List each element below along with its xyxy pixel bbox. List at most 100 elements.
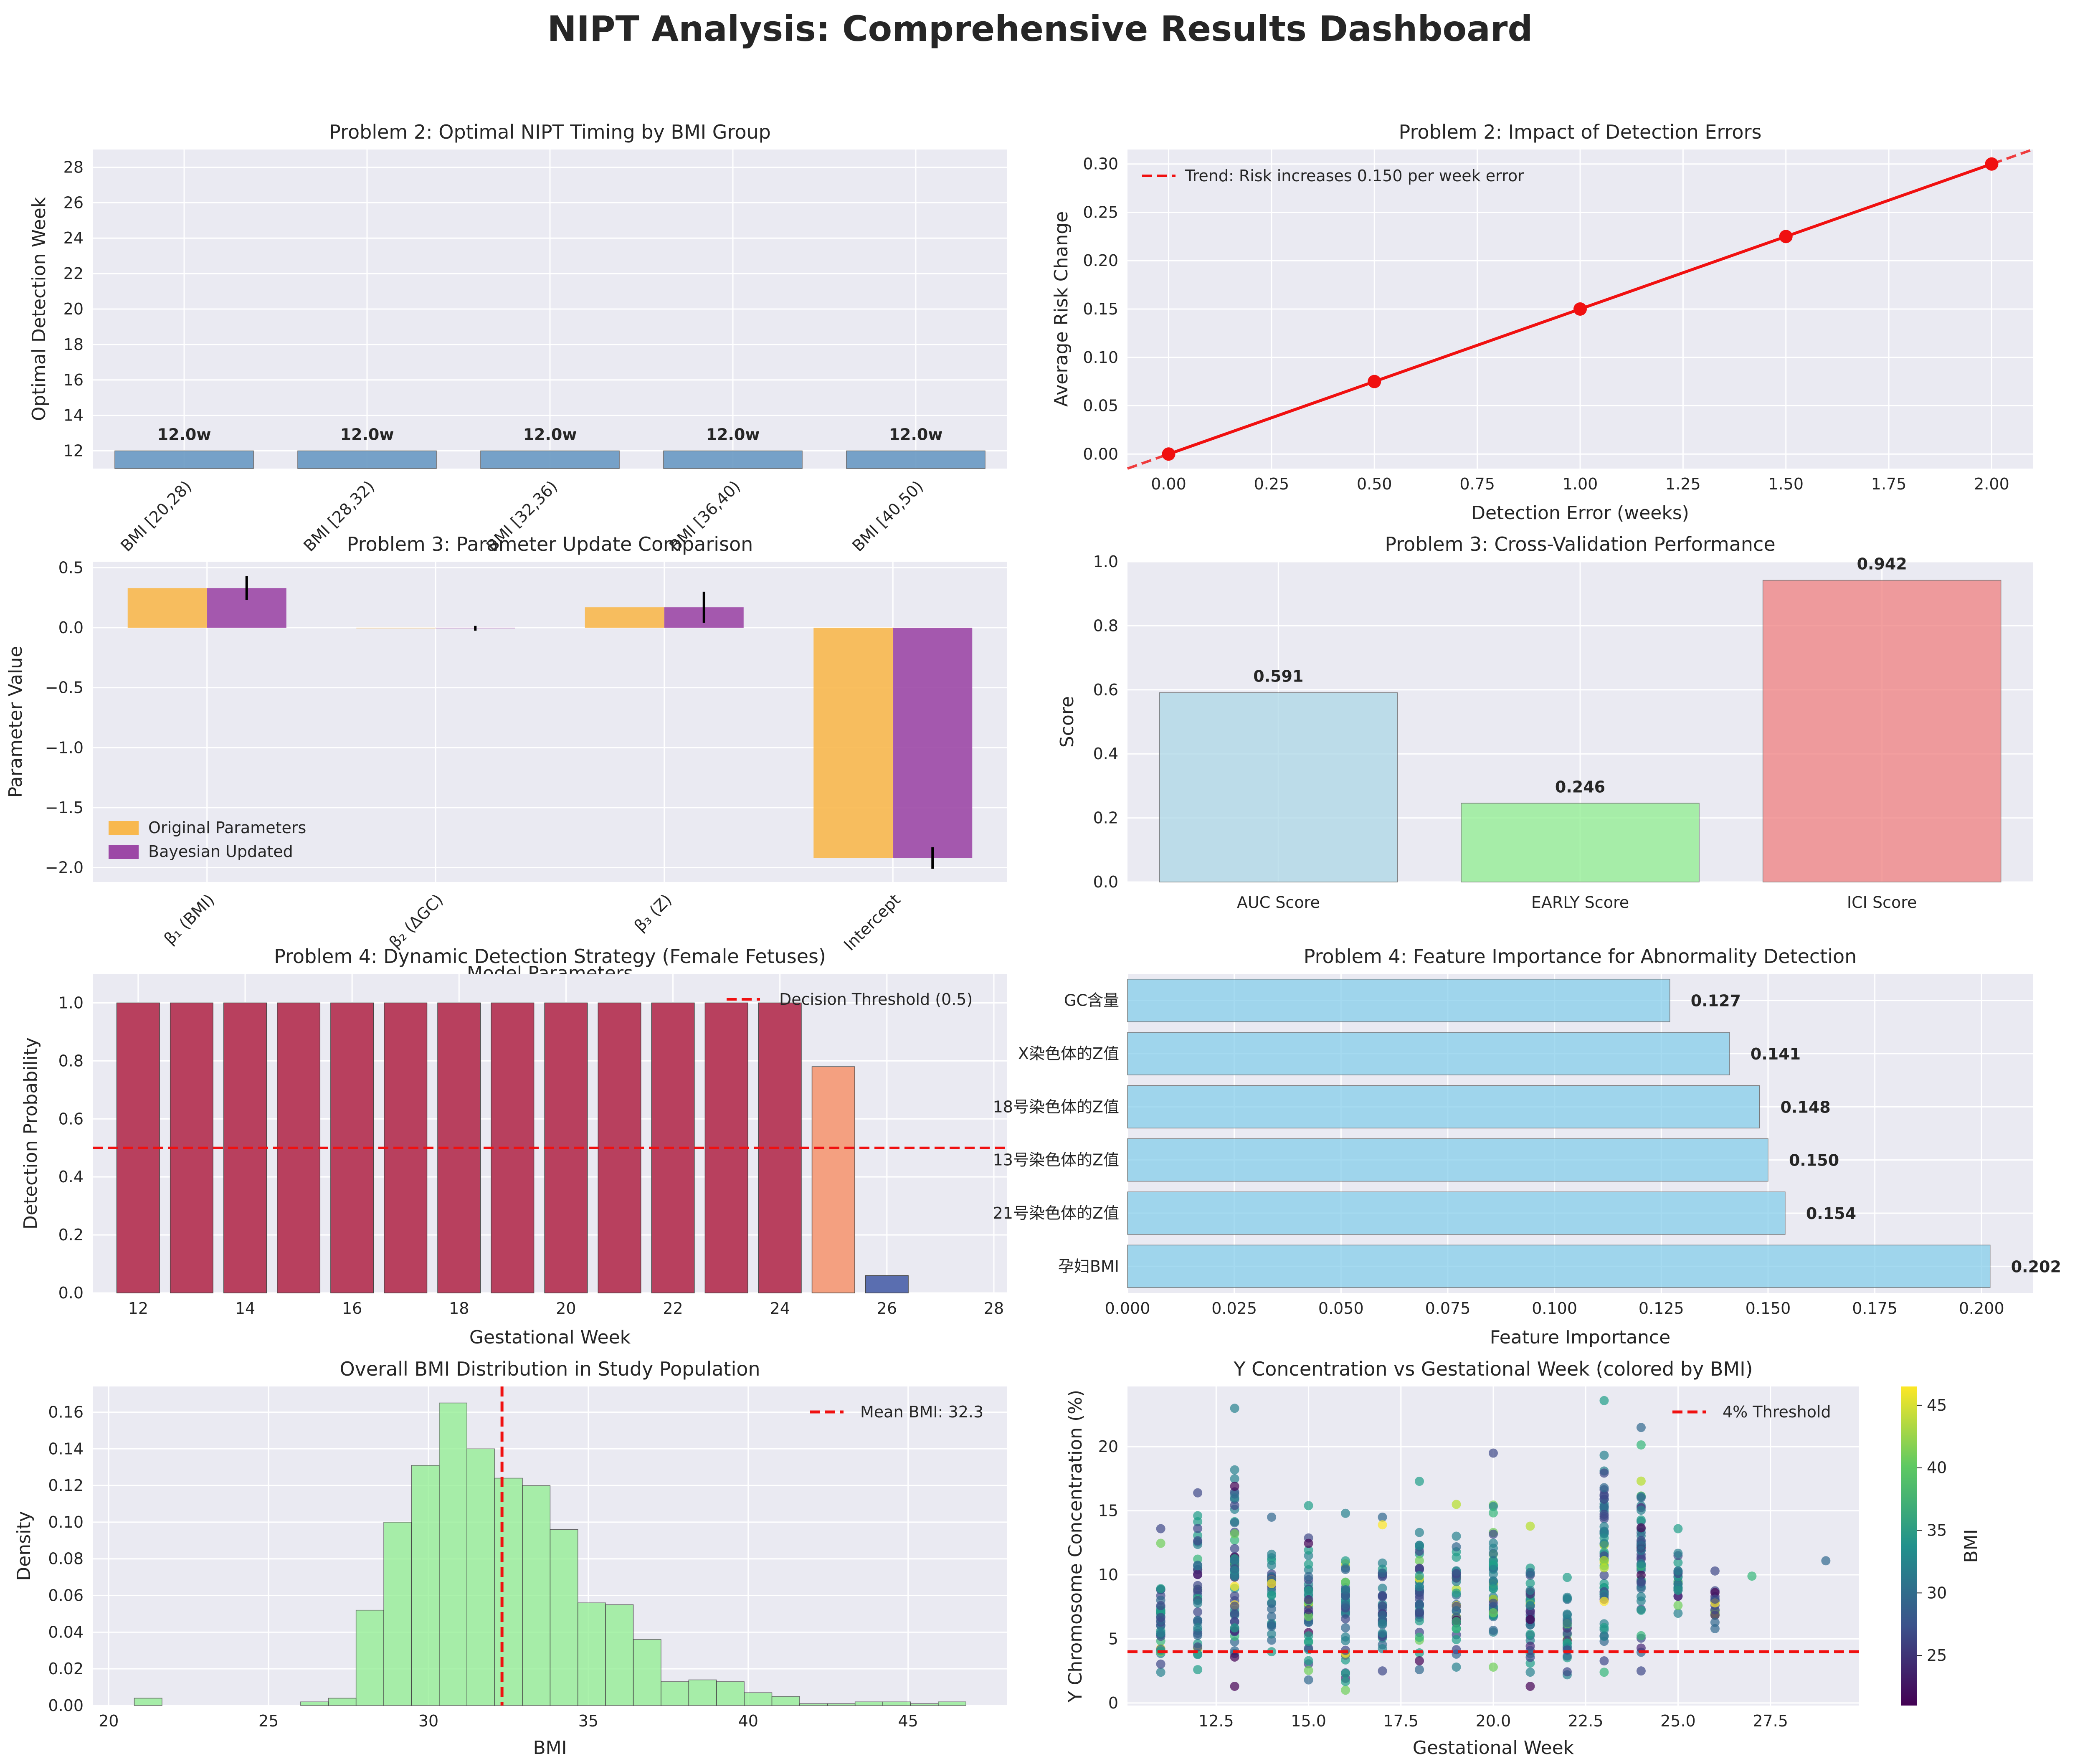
x-tick-label: 12.5 — [1198, 1712, 1234, 1730]
scatter-point — [1562, 1592, 1572, 1602]
bar — [1127, 978, 1670, 1022]
scatter-point — [1636, 1559, 1646, 1569]
y-tick-label: 0.0 — [1093, 873, 1118, 891]
y-tick-label: GC含量 — [1064, 991, 1119, 1010]
bar — [1127, 1244, 1991, 1288]
x-tick-label: 1.25 — [1665, 475, 1701, 493]
y-tick-label: 0.15 — [1083, 300, 1118, 318]
scatter-point — [1636, 1605, 1646, 1615]
y-tick-label: 0.02 — [48, 1660, 84, 1678]
x-tick-label: 15.0 — [1291, 1712, 1326, 1730]
scatter-point — [1230, 1609, 1239, 1619]
x-tick-label: 20 — [99, 1712, 119, 1730]
y-tick-label: 0.00 — [1083, 445, 1118, 463]
scatter-point — [1452, 1617, 1461, 1626]
scatter-point — [1378, 1619, 1387, 1628]
chart-title: Problem 4: Dynamic Detection Strategy (F… — [274, 945, 826, 968]
gridlines — [93, 150, 1007, 469]
scatter-point — [1230, 1681, 1239, 1691]
x-tick-label: 1.75 — [1871, 475, 1907, 493]
y-tick-label: 0.06 — [48, 1587, 84, 1605]
scatter-point — [1230, 1500, 1239, 1510]
y-tick-label: 0.20 — [1083, 251, 1118, 270]
scatter-point — [1673, 1601, 1683, 1610]
scatter-point — [1525, 1681, 1535, 1691]
scatter-point — [1525, 1579, 1535, 1588]
histogram-bar — [688, 1679, 717, 1706]
x-axis-label: Gestational Week — [469, 1327, 631, 1348]
scatter-point — [1193, 1623, 1203, 1632]
scatter-point — [1599, 1538, 1609, 1548]
scatter-point — [1525, 1601, 1535, 1610]
x-tick-label: 0.00 — [1151, 475, 1186, 493]
y-tick-label: 0.08 — [48, 1550, 84, 1568]
scatter-point — [1304, 1666, 1313, 1675]
bar — [811, 1066, 855, 1293]
scatter-point — [1489, 1448, 1498, 1458]
x-tick-label: β₃ (Z) — [631, 890, 675, 935]
scatter-point — [1304, 1612, 1313, 1621]
y-tick-label: 0.14 — [48, 1440, 84, 1458]
scatter-point — [1193, 1631, 1203, 1640]
scatter-point — [1267, 1612, 1277, 1622]
x-tick-label: 0.75 — [1459, 475, 1495, 493]
x-tick-label: 35 — [578, 1712, 598, 1730]
scatter-point — [1747, 1571, 1757, 1581]
histogram-bar — [439, 1402, 467, 1706]
scatter-point — [1193, 1598, 1203, 1608]
data-point — [1368, 375, 1381, 388]
scatter-point — [1341, 1669, 1350, 1678]
y-tick-label: 21号染色体的Z值 — [993, 1204, 1119, 1222]
scatter-point — [1636, 1505, 1646, 1515]
scatter-point — [1562, 1667, 1572, 1677]
scatter-point — [1415, 1607, 1424, 1617]
bar — [1127, 1138, 1768, 1182]
scatter-point — [1267, 1629, 1277, 1639]
scatter-point — [1452, 1624, 1461, 1634]
scatter-point — [1710, 1624, 1720, 1633]
x-tick-label: 14 — [235, 1299, 255, 1318]
scatter-point — [1562, 1628, 1572, 1638]
scatter-point — [1230, 1529, 1239, 1538]
scatter-point — [1156, 1538, 1165, 1548]
scatter-point — [1599, 1556, 1609, 1565]
y-tick-label: −1.0 — [45, 738, 84, 757]
legend-label: Mean BMI: 32.3 — [860, 1403, 983, 1421]
scatter-point — [1304, 1545, 1313, 1555]
scatter-point — [1341, 1614, 1350, 1624]
plot-background — [1127, 974, 2033, 1293]
y-axis-label: Y Chromosome Concentration (%) — [1065, 1390, 1086, 1703]
scatter-point — [1378, 1628, 1387, 1638]
y-tick-label: 0.00 — [48, 1696, 84, 1715]
y-tick-label: 18 — [63, 335, 84, 354]
x-axis-label: Detection Error (weeks) — [1471, 502, 1689, 524]
histogram-bar — [771, 1696, 800, 1706]
scatter-point — [1525, 1568, 1535, 1577]
scatter-point — [1230, 1623, 1239, 1633]
x-tick-label: 27.5 — [1753, 1712, 1788, 1730]
scatter-point — [1710, 1566, 1720, 1576]
x-tick-label: 0.100 — [1532, 1299, 1577, 1318]
scatter-point — [1267, 1622, 1277, 1631]
chart-optimal-timing: Problem 2: Optimal NIPT Timing by BMI Gr… — [28, 121, 1007, 555]
chart-y-concentration: Y Concentration vs Gestational Week (col… — [1065, 1358, 1982, 1759]
histogram-bar — [882, 1701, 911, 1706]
data-label: 12.0w — [889, 426, 943, 444]
scatter-point — [1341, 1563, 1350, 1573]
scatter-point — [1599, 1623, 1609, 1632]
bar — [585, 607, 664, 628]
y-tick-label: 0.30 — [1083, 155, 1118, 173]
scatter-point — [1341, 1677, 1350, 1686]
histogram-bar — [827, 1703, 856, 1706]
scatter-point — [1378, 1568, 1387, 1578]
scatter-point — [1156, 1584, 1165, 1594]
y-tick-label: 0.12 — [48, 1476, 84, 1495]
y-axis-label: Score — [1056, 696, 1078, 748]
chart-title: Y Concentration vs Gestational Week (col… — [1233, 1358, 1753, 1380]
scatter-point — [1304, 1559, 1313, 1569]
scatter-point — [1304, 1656, 1313, 1665]
histogram-bar — [411, 1465, 440, 1706]
scatter-point — [1452, 1500, 1461, 1509]
scatter-point — [1525, 1652, 1535, 1662]
scatter-point — [1415, 1582, 1424, 1592]
